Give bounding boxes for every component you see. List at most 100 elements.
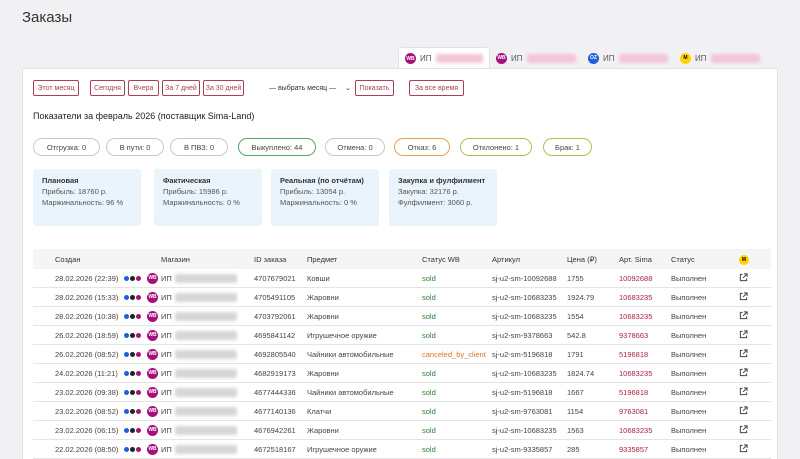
cell-order-id: 4695841142 (254, 330, 296, 340)
external-link-icon[interactable] (739, 367, 748, 379)
shop-tab-label: ИП (603, 53, 615, 63)
card-profit: Прибыль: 15986 р. (163, 187, 229, 196)
cell-status: Выполнен (671, 387, 707, 397)
cell-subject: Жаровни (307, 368, 339, 378)
col-status-wb[interactable]: Статус WB (422, 254, 460, 264)
external-link-icon[interactable] (739, 405, 748, 417)
cell-art-sima[interactable]: 10683235 (619, 292, 653, 302)
marketplace-icons: WB (124, 272, 162, 284)
cell-created: 28.02.2026 (22:39) (55, 273, 119, 283)
external-link-icon[interactable] (739, 272, 748, 284)
table-row: 23.02.2026 (09:38) WB ИП 4677444336 Чайники … (33, 383, 771, 402)
all-time-button[interactable]: За все время (409, 80, 464, 96)
wildberries-logo-icon: WB (147, 291, 158, 303)
month-select-value: — выбрать месяц — (269, 84, 337, 92)
external-link-icon[interactable] (739, 424, 748, 436)
last-30-days-button[interactable]: За 30 дней (203, 80, 244, 96)
table-row: 28.02.2026 (15:33) WB ИП 4705491105 Жаровни s… (33, 288, 771, 307)
status-pill-rejected[interactable]: Отклонено: 1 (460, 138, 532, 156)
cell-price: 285 (567, 444, 580, 454)
cell-art-sima[interactable]: 5196818 (619, 349, 649, 359)
cell-art-sima[interactable]: 10683235 (619, 368, 653, 378)
cell-order-id: 4705491105 (254, 292, 296, 302)
external-link-icon[interactable] (739, 291, 748, 303)
external-link-icon[interactable] (739, 329, 748, 341)
cell-subject: Игрушечное оружие (307, 330, 377, 340)
shop-name: ИП (161, 368, 172, 378)
shop-tab-4[interactable]: M ИП (674, 47, 766, 69)
shop-name: ИП (161, 273, 172, 283)
today-button[interactable]: Сегодня (90, 80, 125, 96)
mini-logos-icon (124, 389, 141, 395)
table-header: Создан Магазин ID заказа Предмет Статус … (33, 249, 771, 269)
shop-name: ИП (161, 292, 172, 302)
col-art-sima[interactable]: Арт. Sima (619, 254, 652, 264)
wildberries-logo-icon: WB (147, 424, 158, 436)
marketplace-icons: WB (124, 291, 162, 303)
cell-art-sima[interactable]: 9378663 (619, 330, 649, 340)
wildberries-logo-icon: WB (147, 348, 158, 360)
status-pill-in-transit[interactable]: В пути: 0 (106, 138, 164, 156)
redacted-shop-name (174, 387, 237, 397)
status-pill-pickup-point[interactable]: В ПВЗ: 0 (170, 138, 228, 156)
status-pill-defect[interactable]: Брак: 1 (543, 138, 592, 156)
col-shop[interactable]: Магазин (161, 254, 190, 264)
marketplace-icons: WB (124, 386, 162, 398)
shop-name: ИП (161, 311, 172, 321)
card-margin: Маржинальность: 0 % (163, 198, 240, 207)
wildberries-logo-icon: WB (147, 329, 158, 341)
shop-name: ИП (161, 444, 172, 454)
col-price[interactable]: Цена (₽) (567, 254, 597, 264)
external-link-icon[interactable] (739, 348, 748, 360)
cell-shop: ИП (161, 349, 237, 359)
summary-card-purchase: Закупка и фулфилмент Закупка: 32176 р. Ф… (389, 169, 497, 226)
external-link-icon[interactable] (739, 310, 748, 322)
col-status[interactable]: Статус (671, 254, 695, 264)
summary-card-real: Реальная (по отчётам) Прибыль: 13054 р. … (271, 169, 379, 226)
cell-created: 26.02.2026 (08:52) (55, 349, 119, 359)
table-row: 24.02.2026 (11:21) WB ИП 4682919173 Жаровни s… (33, 364, 771, 383)
redacted-shop-name (174, 292, 237, 302)
shop-name: ИП (161, 349, 172, 359)
month-select[interactable]: — выбрать месяц — ⌄ (267, 81, 353, 95)
external-link-icon[interactable] (739, 386, 748, 398)
col-created[interactable]: Создан (55, 254, 81, 264)
cell-art-sima[interactable]: 9335857 (619, 444, 649, 454)
orders-table: Создан Магазин ID заказа Предмет Статус … (33, 249, 771, 459)
wildberries-logo-icon: WB (147, 367, 158, 379)
this-month-button[interactable]: Этот месяц (33, 80, 79, 96)
marketplace-icons: WB (124, 443, 162, 455)
marketplace-icons: WB (124, 348, 162, 360)
status-pill-cancel[interactable]: Отмена: 0 (325, 138, 385, 156)
external-link-icon[interactable] (739, 443, 748, 455)
status-pill-bought[interactable]: Выкуплено: 44 (238, 138, 316, 156)
cell-shop: ИП (161, 330, 237, 340)
last-7-days-button[interactable]: За 7 дней (162, 80, 200, 96)
yesterday-button[interactable]: Вчера (128, 80, 159, 96)
shop-tab-3[interactable]: OZ ИП (582, 47, 674, 69)
redacted-shop-name (174, 311, 237, 321)
cell-created: 23.02.2026 (08:52) (55, 406, 119, 416)
cell-art-sima[interactable]: 10683235 (619, 311, 653, 321)
cell-article: sj-u2-sm-10683235 (492, 311, 557, 321)
cell-shop: ИП (161, 406, 237, 416)
card-profit: Прибыль: 13054 р. (280, 187, 346, 196)
cell-art-sima[interactable]: 5196818 (619, 387, 649, 397)
cell-art-sima[interactable]: 9763081 (619, 406, 649, 416)
cell-status: Выполнен (671, 349, 707, 359)
cell-status: Выполнен (671, 292, 707, 302)
cell-art-sima[interactable]: 10683235 (619, 425, 653, 435)
cell-art-sima[interactable]: 10092688 (619, 273, 653, 283)
shop-tab-label: ИП (420, 54, 432, 63)
status-pill-shipment[interactable]: Отгрузка: 0 (33, 138, 100, 156)
shop-tab-1[interactable]: WB ИП (398, 47, 490, 69)
show-button[interactable]: Показать (355, 80, 394, 96)
shop-tab-2[interactable]: WB ИП (490, 47, 582, 69)
cell-article: sj-u2-sm-10683235 (492, 292, 557, 302)
col-article[interactable]: Артикул (492, 254, 520, 264)
shop-tab-label: ИП (695, 53, 707, 63)
col-order-id[interactable]: ID заказа (254, 254, 287, 264)
shop-name: ИП (161, 406, 172, 416)
status-pill-refusal[interactable]: Отказ: 6 (394, 138, 450, 156)
col-subject[interactable]: Предмет (307, 254, 338, 264)
